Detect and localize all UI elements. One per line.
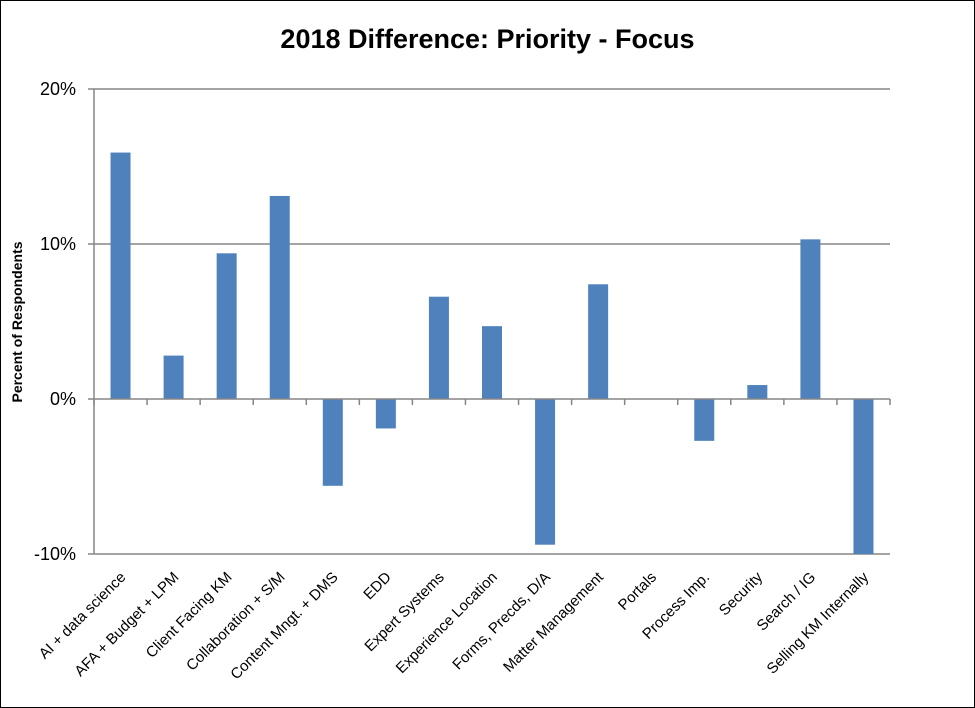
x-category-label: Selling KM Internally <box>764 568 873 677</box>
x-category-label: Experience Location <box>393 569 501 677</box>
bar <box>588 284 609 399</box>
y-tick-labels: 20% 10% 0% -10% <box>34 79 76 564</box>
bar <box>482 326 502 399</box>
x-category-label: Content Mngt. + DMS <box>227 569 341 683</box>
x-category-label: EDD <box>360 569 395 604</box>
y-tick-label: -10% <box>34 544 76 564</box>
bar <box>428 296 449 399</box>
axes <box>93 89 891 554</box>
x-category-label: AI + data science <box>36 569 130 663</box>
bar <box>269 195 290 399</box>
bar <box>800 239 821 399</box>
x-category-label: Security <box>716 568 767 619</box>
bar <box>322 399 343 486</box>
bar <box>853 399 874 554</box>
x-category-label: AFA + Budget + LPM <box>71 569 182 680</box>
bar <box>163 355 184 399</box>
y-tick-label: 20% <box>40 79 76 99</box>
y-tick-label: 0% <box>50 389 76 409</box>
x-category-label: Collaboration + S/M <box>183 569 288 674</box>
x-category-label: Forms, Precds, D/A <box>449 569 554 674</box>
gridlines <box>88 88 890 555</box>
bar <box>375 399 396 429</box>
bar <box>747 385 768 399</box>
x-category-label: Matter Management <box>500 568 608 676</box>
x-category-label: Portals <box>615 569 660 614</box>
bar <box>110 152 131 399</box>
bar <box>535 399 556 545</box>
y-axis-title: Percent of Respondents <box>9 241 25 402</box>
bars <box>110 152 874 554</box>
chart-title: 2018 Difference: Priority - Focus <box>280 24 695 54</box>
bar <box>694 399 715 441</box>
y-tick-label: 10% <box>40 234 76 254</box>
bar <box>216 253 237 399</box>
